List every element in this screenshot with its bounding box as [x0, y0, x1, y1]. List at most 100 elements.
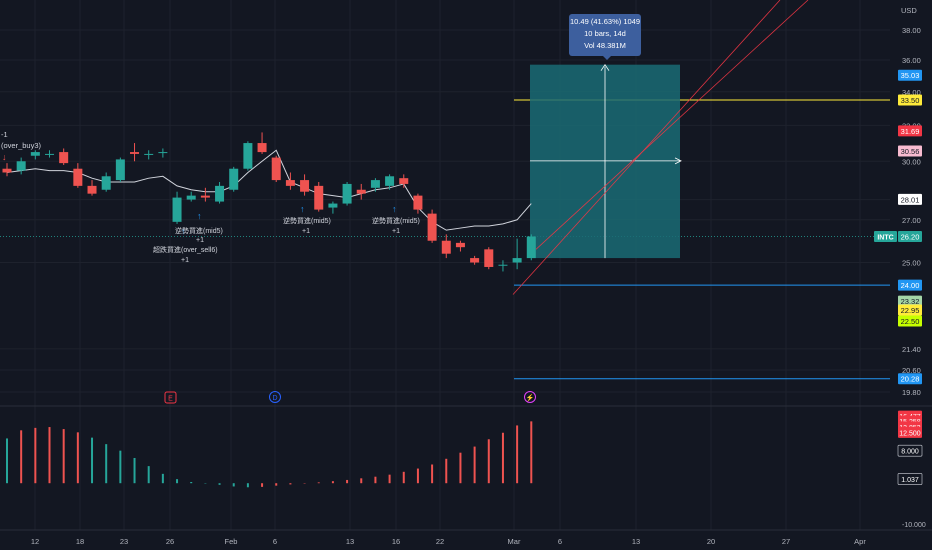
- time-axis[interactable]: 12 18 23 26 Feb 6 13 16 22 Mar 6 13 20 27 Apr: [31, 537, 867, 546]
- osc-label: 1.037: [901, 477, 919, 484]
- price-axis[interactable]: 38.0036.0034.0032.0030.0028.0027.0025.00…: [874, 26, 926, 529]
- candle-body: [441, 240, 451, 254]
- time-tick-label: 13: [346, 537, 354, 546]
- osc-label-bg: [897, 444, 923, 457]
- candle-body: [229, 168, 239, 190]
- time-tick-label: 18: [76, 537, 84, 546]
- candle-body: [370, 180, 380, 188]
- candle-body: [101, 176, 111, 190]
- oscillator-pane: [6, 421, 533, 488]
- time-tick-label: 6: [558, 537, 562, 546]
- candle-body: [87, 185, 97, 194]
- measure-box[interactable]: [530, 63, 682, 259]
- candle-body: [158, 152, 168, 154]
- time-tick-label: 12: [31, 537, 39, 546]
- event-markers[interactable]: E D ⚡: [164, 391, 536, 404]
- price-label-bg: [898, 373, 922, 385]
- minus-one-label: -1: [1, 130, 8, 139]
- osc-tick-label: -10.000: [902, 522, 926, 529]
- measure-arrow-up: [600, 63, 610, 71]
- time-tick-label: 20: [707, 537, 715, 546]
- candle-body: [59, 152, 69, 164]
- trend-buy-label-c: 逆勢買進(mid5): [372, 216, 420, 225]
- candle-body: [73, 168, 83, 186]
- candle-body: [427, 213, 437, 241]
- price-label-bg: [898, 125, 922, 137]
- osc-label: 12.500: [899, 430, 921, 437]
- time-tick-label: 22: [436, 537, 444, 546]
- price-label: 22.95: [901, 306, 920, 315]
- candle-body: [498, 264, 508, 266]
- ticker-badge: [874, 230, 897, 242]
- candle-body: [342, 183, 352, 204]
- price-tick-label: 34.00: [902, 88, 921, 97]
- price-label: 22.50: [901, 317, 920, 326]
- candle-body: [300, 180, 310, 192]
- split-icon: ⚡: [526, 393, 535, 402]
- candle-body: [512, 258, 522, 263]
- candle-body: [526, 236, 536, 259]
- price-label: 31.69: [901, 127, 920, 136]
- price-label-bg: [898, 193, 922, 205]
- candle-body: [285, 180, 295, 186]
- grid-lines: [0, 0, 932, 531]
- candle-body: [484, 249, 494, 267]
- price-label: 24.00: [901, 281, 920, 290]
- price-tick-label: 27.00: [902, 216, 921, 225]
- candle-body: [356, 189, 366, 194]
- price-label: 20.28: [901, 375, 920, 384]
- candle-body: [385, 176, 395, 186]
- plus-one-label: +1: [302, 228, 310, 235]
- candle-body: [172, 197, 182, 222]
- price-label: 33.50: [901, 96, 920, 105]
- candle-body: [200, 195, 210, 198]
- price-label-bg: [898, 94, 922, 106]
- price-label-bg: [898, 295, 922, 307]
- price-tick-label: 20.60: [902, 366, 921, 375]
- price-tick-label: 38.00: [902, 26, 921, 35]
- tooltip-pointer: [602, 55, 612, 60]
- time-tick-label: Feb: [225, 537, 238, 546]
- price-label: 35.03: [901, 71, 920, 80]
- price-label: 28.01: [901, 195, 920, 204]
- over-buy-label: (over_buy3): [1, 141, 42, 150]
- price-label: 30.56: [901, 147, 920, 156]
- ma-line: [6, 149, 532, 231]
- sell-arrow-icon: ↓: [2, 152, 7, 162]
- time-tick-label: 6: [273, 537, 277, 546]
- measure-tooltip: 10.49 (41.63%) 1049 10 bars, 14d Vol 48.…: [569, 14, 641, 56]
- tooltip-change: 10.49 (41.63%) 1049: [569, 17, 641, 26]
- osc-label-bg: [897, 473, 923, 485]
- candle-body: [314, 185, 324, 210]
- dividend-icon: D: [272, 395, 277, 402]
- trend-lines[interactable]: [512, 0, 809, 295]
- price-tick-label: 21.40: [902, 345, 921, 354]
- trend-line: [535, 0, 809, 250]
- price-tick-label: 25.00: [902, 259, 921, 268]
- price-label: 23.32: [901, 297, 920, 306]
- osc-label: 8.000: [901, 449, 919, 456]
- moving-average: [6, 149, 532, 231]
- buy-arrow-icon: ↑: [181, 226, 186, 236]
- price-tick-label: 30.00: [902, 157, 921, 166]
- measure-arrow-right: [674, 157, 682, 165]
- candle-body: [328, 203, 338, 208]
- price-label-bg: [898, 69, 922, 81]
- candle-body: [144, 153, 154, 155]
- dividend-marker[interactable]: [269, 391, 281, 403]
- plus-one-label: +1: [196, 237, 204, 244]
- earnings-icon: E: [168, 396, 173, 403]
- candles: [2, 132, 536, 272]
- price-label-bg: [898, 145, 922, 157]
- price-label-bg: [898, 230, 922, 242]
- split-marker[interactable]: [524, 391, 536, 403]
- time-tick-label: 23: [120, 537, 128, 546]
- candle-body: [16, 161, 26, 171]
- price-tick-label: 36.00: [902, 56, 921, 65]
- trend-line: [512, 0, 781, 295]
- candle-body: [45, 153, 55, 155]
- annotations: -1 (over_buy3) ↓ ↑ ↑ 逆勢買進(mid5) +1 超跌買進(…: [1, 130, 420, 264]
- earnings-marker[interactable]: [164, 391, 177, 404]
- buy-arrow-icon: ↑: [197, 211, 202, 221]
